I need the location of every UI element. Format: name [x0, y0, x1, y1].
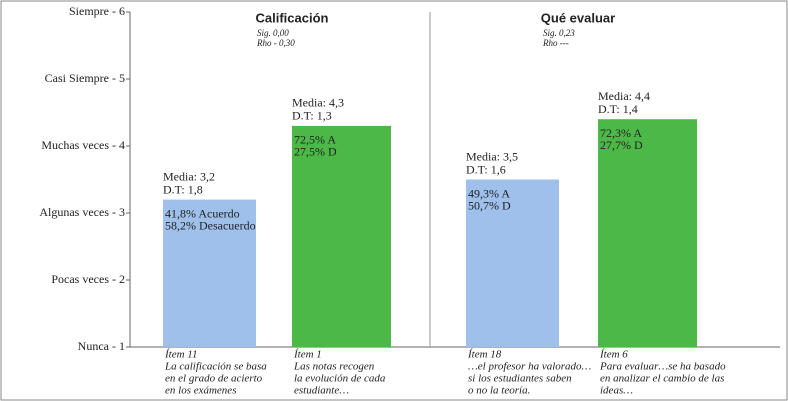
caption: ideas… — [600, 385, 633, 397]
bar — [466, 179, 559, 347]
group-title: Qué evaluar — [541, 10, 615, 25]
x-tick-label: Ítem 18 — [467, 349, 502, 361]
group-note: Rho - 0,30 — [256, 38, 295, 48]
y-tick-label: Algunas veces - 3 — [39, 205, 125, 219]
x-tick-label: Ítem 11 — [164, 349, 197, 361]
group-note: Rho --- — [542, 38, 569, 48]
caption: o no la teoría. — [468, 385, 530, 397]
group-note: Sig. 0,00 — [257, 28, 289, 38]
y-tick-label: Siempre - 6 — [69, 4, 125, 18]
y-tick-label: Muchas veces - 4 — [41, 138, 125, 152]
bar-detail: 27,7% D — [600, 138, 643, 152]
group-title: Calificación — [256, 10, 329, 25]
y-tick-label: Casi Siempre - 5 — [45, 71, 125, 85]
caption: La calificación se basa — [164, 361, 267, 373]
bar-detail: D.T: 1,3 — [292, 109, 332, 123]
bar-detail: 50,7% D — [468, 198, 511, 212]
caption: …el profesor ha valorado… — [468, 361, 592, 373]
caption: Para evaluar…se ha basado — [599, 361, 726, 373]
group-note: Sig. 0,23 — [543, 28, 575, 38]
bar — [163, 199, 256, 347]
bar-detail: D.T: 1,8 — [163, 182, 203, 196]
caption: en el grado de acierto — [165, 373, 263, 385]
y-tick-label: Nunca - 1 — [78, 339, 125, 353]
x-tick-label: Ítem 6 — [599, 349, 628, 361]
bar — [598, 119, 697, 347]
bar-detail: 58,2% Desacuerdo — [165, 218, 256, 232]
caption: Las notas recogen — [293, 361, 375, 373]
bar-detail: D.T: 1,6 — [466, 162, 506, 176]
caption: en los exámenes — [165, 385, 236, 397]
caption: la evolución de cada — [294, 373, 386, 385]
bar-detail: 49,3% A — [468, 186, 510, 200]
y-tick-label: Pocas veces - 2 — [51, 272, 125, 286]
bar-detail: 72,5% A — [294, 133, 336, 147]
value-label: Media: 4,4 — [598, 89, 650, 103]
value-label: Media: 4,3 — [292, 96, 344, 110]
bar — [292, 125, 391, 348]
value-label: Media: 3,2 — [163, 169, 215, 183]
bar-detail: 72,3% A — [600, 126, 642, 140]
caption: estudiante… — [294, 385, 349, 397]
bar-detail: 27,5% D — [294, 145, 337, 159]
x-tick-label: Ítem 1 — [293, 349, 322, 361]
value-label: Media: 3,5 — [466, 149, 518, 163]
bar-detail: 41,8% Acuerdo — [165, 206, 240, 220]
caption: si los estudiantes saben — [468, 373, 572, 385]
caption: en analizar el cambio de las — [600, 373, 724, 385]
bar-detail: D.T: 1,4 — [598, 102, 638, 116]
